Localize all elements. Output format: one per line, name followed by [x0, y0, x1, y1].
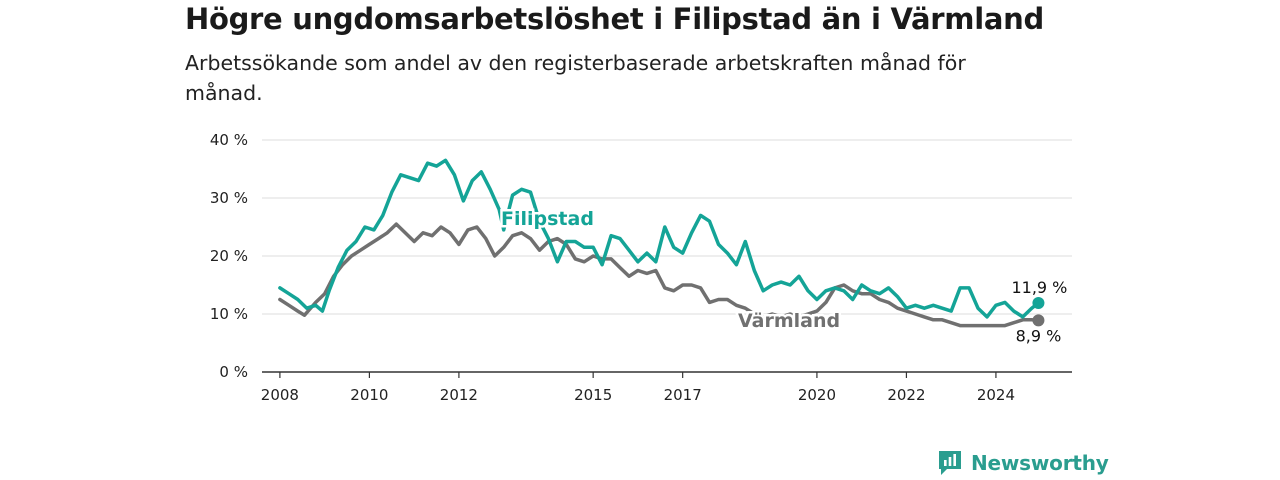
series-end-point-v-rmland	[1032, 314, 1045, 327]
newsworthy-logo-icon	[939, 451, 961, 475]
x-tick-label: 2024	[977, 386, 1015, 404]
series-line-filipstad	[278, 158, 1041, 319]
y-tick-label: 40 %	[210, 131, 248, 149]
y-tick-label: 20 %	[210, 247, 248, 265]
series-labels: Filipstad Värmland 11,9 % 8,9 %	[499, 206, 1068, 346]
x-tick-label: 2017	[664, 386, 702, 404]
series-label-varmland: Värmland	[738, 310, 840, 332]
y-tick-label: 30 %	[210, 189, 248, 207]
series-lines	[278, 158, 1045, 328]
y-tick-label: 0 %	[219, 363, 248, 381]
series-end-point-filipstad	[1032, 296, 1045, 309]
x-tick-label: 2015	[574, 386, 612, 404]
series-line-v-rmland	[278, 222, 1041, 328]
y-tick-label: 10 %	[210, 305, 248, 323]
end-label-filipstad: 11,9 %	[1011, 278, 1067, 297]
chart-title: Högre ungdomsarbetslöshet i Filipstad än…	[185, 2, 1044, 36]
end-label-varmland: 8,9 %	[1016, 326, 1062, 345]
chart-subtitle: Arbetssökande som andel av den registerb…	[185, 51, 966, 105]
x-tick-label: 2020	[798, 386, 836, 404]
x-tick-label: 2022	[887, 386, 925, 404]
y-axis-ticks: 0 % 10 % 20 % 30 % 40 %	[210, 131, 248, 381]
brand-name: Newsworthy	[971, 451, 1109, 475]
brand-logo: Newsworthy	[937, 449, 1109, 477]
x-tick-label: 2008	[261, 386, 299, 404]
x-tick-label: 2012	[440, 386, 478, 404]
series-label-filipstad: Filipstad	[501, 208, 594, 230]
grid-lines	[262, 139, 1072, 315]
x-axis: 2008 2010 2012 2015 2017 2020 2022 2024	[261, 371, 1072, 404]
x-tick-label: 2010	[350, 386, 388, 404]
